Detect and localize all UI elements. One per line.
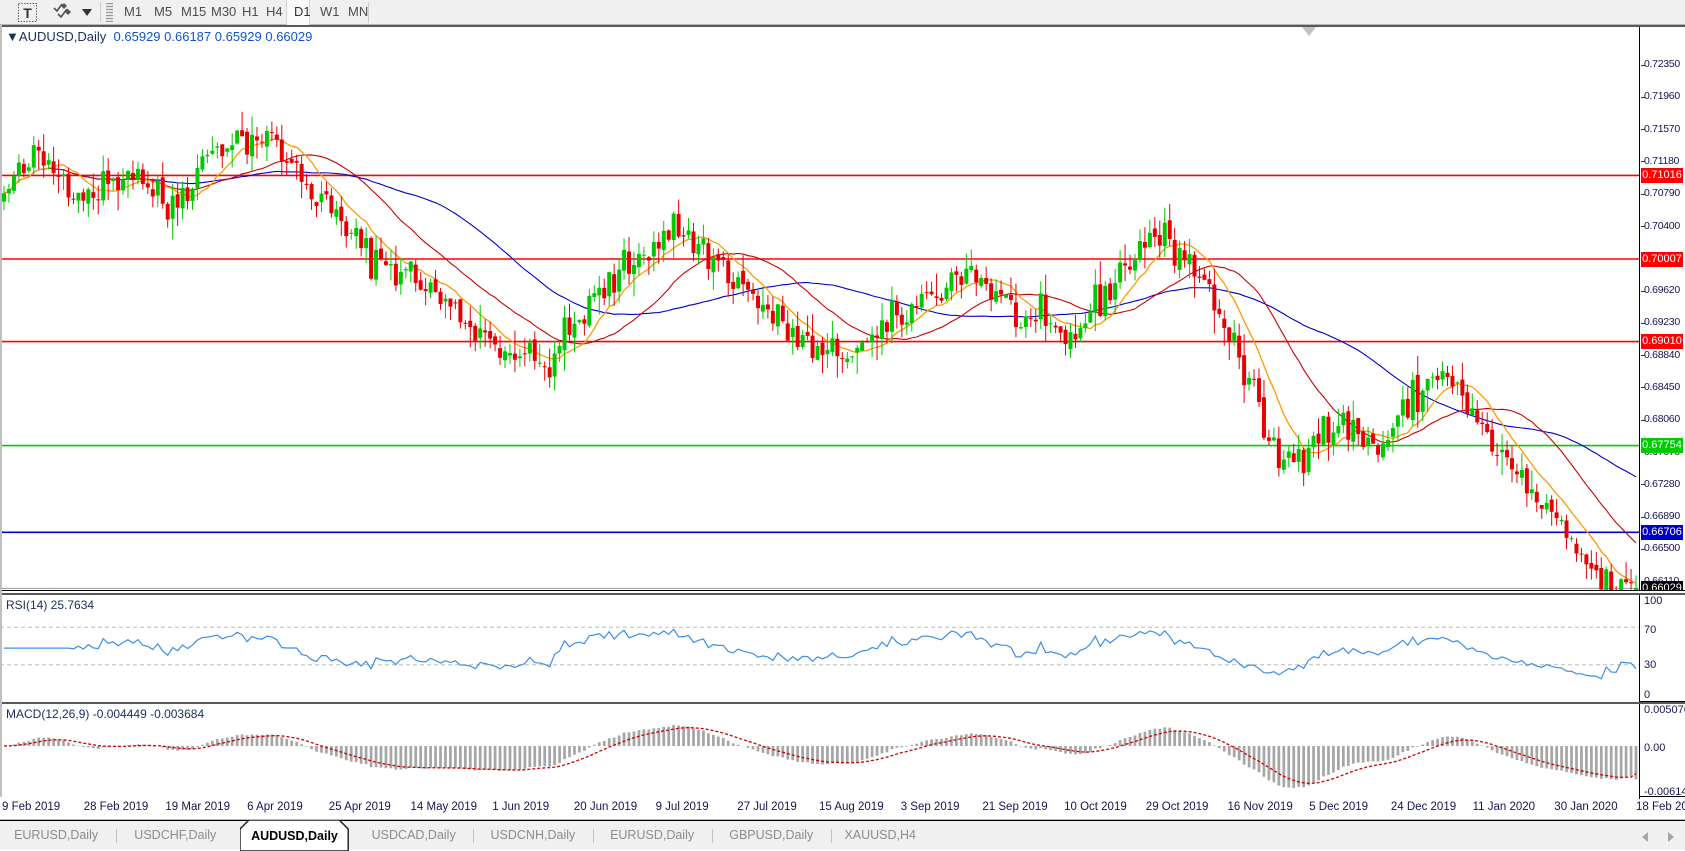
svg-text:T: T [23,5,32,21]
